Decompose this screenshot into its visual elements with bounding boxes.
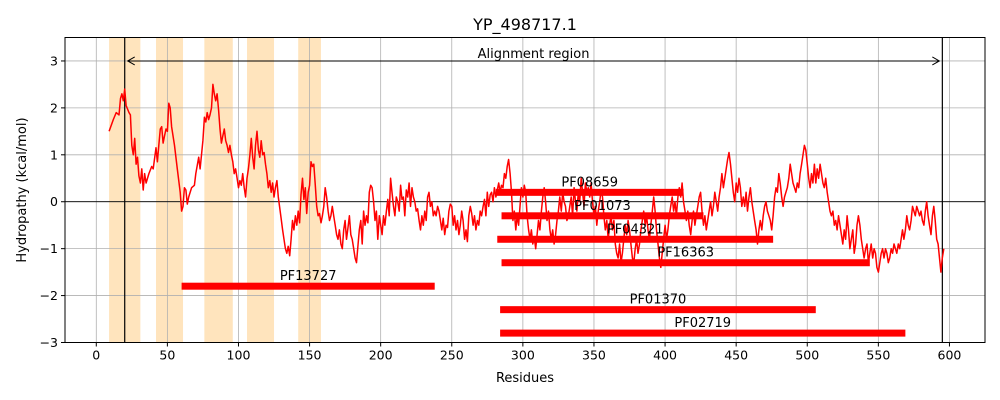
shaded-region-4 xyxy=(247,37,275,343)
domain-label-pf01073: PF01073 xyxy=(574,199,631,214)
x-tick-label: 100 xyxy=(227,348,251,363)
x-tick-label: 500 xyxy=(795,348,819,363)
y-tick-label: −3 xyxy=(40,335,58,350)
x-tick-label: 550 xyxy=(866,348,890,363)
y-tick-label: 3 xyxy=(50,53,58,68)
x-axis-label: Residues xyxy=(496,371,554,386)
x-tick-label: 600 xyxy=(938,348,962,363)
hydropathy-series-line xyxy=(108,83,945,273)
domain-bar-pf01073 xyxy=(501,212,704,220)
x-tick-label: 50 xyxy=(159,348,175,363)
x-tick-label: 350 xyxy=(582,348,606,363)
domain-bar-pf04321 xyxy=(497,235,774,243)
domain-bar-pf13727 xyxy=(181,282,435,290)
domain-label-pf08659: PF08659 xyxy=(561,175,618,190)
alignment-arrowhead-right xyxy=(932,56,941,66)
y-tick-label: −2 xyxy=(40,288,58,303)
shaded-region-3 xyxy=(204,37,233,343)
y-tick-label: 1 xyxy=(50,147,58,162)
x-tick-label: 400 xyxy=(653,348,677,363)
plot-frame xyxy=(64,37,986,343)
domain-label-pf04321: PF04321 xyxy=(607,222,664,237)
x-tick-label: 250 xyxy=(440,348,464,363)
x-tick-label: 150 xyxy=(298,348,322,363)
y-tick-label: 2 xyxy=(50,100,58,115)
domain-bar-pf08659 xyxy=(495,188,684,196)
domain-bar-pf01370 xyxy=(500,306,816,314)
y-tick-label: −1 xyxy=(40,241,58,256)
alignment-arrowhead-left xyxy=(126,56,135,66)
chart-title: YP_498717.1 xyxy=(472,15,577,35)
shaded-region-2 xyxy=(156,37,184,343)
x-tick-label: 0 xyxy=(92,348,100,363)
alignment-region-label: Alignment region xyxy=(478,47,590,62)
x-tick-label: 450 xyxy=(724,348,748,363)
y-tick-label: 0 xyxy=(50,194,58,209)
domain-label-pf01370: PF01370 xyxy=(630,293,687,308)
domain-label-pf16363: PF16363 xyxy=(657,246,714,261)
x-tick-label: 200 xyxy=(369,348,393,363)
y-axis-label: Hydropathy (kcal/mol) xyxy=(15,117,30,262)
x-tick-label: 300 xyxy=(511,348,535,363)
domain-label-pf02719: PF02719 xyxy=(674,316,731,331)
domain-bar-pf16363 xyxy=(501,259,870,267)
domain-bar-pf02719 xyxy=(500,329,906,337)
domain-label-pf13727: PF13727 xyxy=(280,269,337,284)
